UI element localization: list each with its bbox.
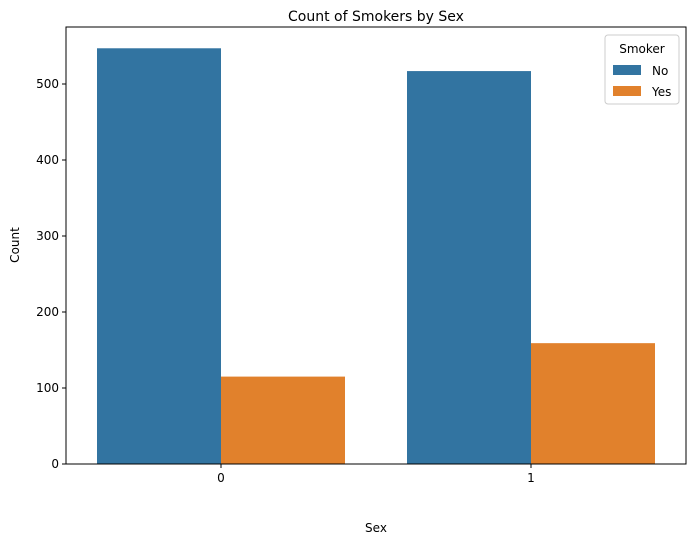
legend-title: Smoker	[619, 42, 665, 56]
y-tick-label: 500	[36, 77, 59, 91]
y-tick-label: 400	[36, 153, 59, 167]
legend-swatch-no	[613, 65, 641, 75]
legend-label-yes: Yes	[651, 85, 671, 99]
bar-yes-1	[531, 343, 655, 464]
bars-group	[97, 48, 655, 464]
y-axis-ticks: 0 100 200 300 400 500	[36, 77, 66, 471]
y-tick-label: 300	[36, 229, 59, 243]
x-tick-label: 1	[527, 471, 535, 485]
y-tick-label: 0	[51, 457, 59, 471]
chart-title: Count of Smokers by Sex	[288, 9, 464, 25]
plot-frame	[65, 26, 687, 465]
legend-items: No Yes	[613, 64, 671, 99]
y-tick-label: 200	[36, 305, 59, 319]
y-tick-label: 100	[36, 381, 59, 395]
legend-label-no: No	[652, 64, 668, 78]
bar-no-1	[407, 71, 531, 464]
x-axis-title: Sex	[365, 521, 387, 535]
legend-swatch-yes	[613, 86, 641, 96]
legend: Smoker No Yes	[604, 34, 680, 105]
y-axis-title: Count	[8, 227, 22, 263]
bar-no-0	[97, 48, 221, 464]
bar-yes-0	[221, 376, 345, 464]
x-tick-label: 0	[217, 471, 225, 485]
